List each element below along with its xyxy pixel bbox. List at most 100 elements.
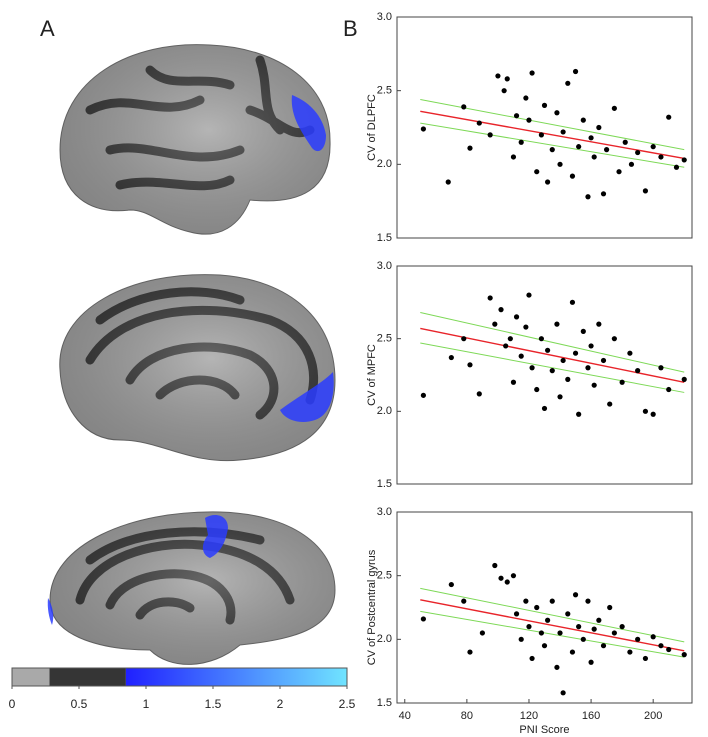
point: [523, 598, 529, 604]
point: [616, 169, 622, 175]
point: [461, 598, 467, 604]
point: [518, 636, 524, 642]
point: [627, 350, 633, 356]
point: [681, 376, 687, 382]
point: [534, 604, 540, 611]
point: [513, 611, 520, 617]
colorbar-tick-label: 0: [9, 697, 16, 711]
point: [461, 336, 467, 342]
point: [569, 173, 576, 179]
point: [666, 646, 672, 653]
point: [600, 191, 607, 197]
point: [627, 649, 633, 655]
point: [529, 70, 535, 76]
point: [596, 321, 602, 327]
x-tick-label: 160: [582, 710, 600, 722]
point: [611, 336, 617, 342]
point: [681, 652, 687, 658]
point: [487, 132, 493, 138]
point: [650, 411, 656, 417]
point: [569, 299, 576, 305]
point: [557, 161, 563, 167]
point: [619, 379, 625, 385]
fit-line: [420, 327, 685, 383]
point: [513, 113, 520, 119]
point: [666, 386, 672, 393]
colorbar-tick-label: 2: [277, 697, 284, 711]
point: [503, 343, 509, 349]
y-tick-label: 3.0: [377, 506, 392, 518]
point: [526, 624, 532, 630]
point: [635, 636, 641, 642]
point: [479, 630, 485, 636]
panel-label: B: [343, 16, 358, 41]
point: [591, 626, 597, 632]
point: [529, 655, 535, 662]
point: [622, 139, 628, 145]
confidence-line: [420, 122, 685, 168]
confidence-line: [420, 342, 685, 393]
point: [507, 336, 513, 342]
point: [666, 114, 672, 120]
point: [549, 147, 555, 153]
plot-frame: [396, 265, 693, 485]
point: [635, 149, 641, 156]
point: [498, 307, 504, 313]
point: [526, 117, 532, 123]
point: [596, 617, 602, 623]
colorbar-tick-label: 1: [143, 697, 150, 711]
point: [560, 690, 566, 696]
point: [545, 347, 551, 353]
point: [504, 579, 510, 585]
fit-line: [420, 599, 685, 652]
colorbar-segment: [125, 668, 348, 686]
point: [580, 328, 586, 334]
point: [448, 354, 454, 361]
point: [420, 392, 426, 398]
brain-lateral: [59, 44, 331, 235]
point: [495, 73, 501, 79]
point: [534, 169, 540, 175]
point: [510, 154, 517, 160]
colorbar-tick-label: 0.5: [71, 697, 88, 711]
y-tick-label: 1.5: [377, 478, 392, 490]
point: [642, 188, 649, 194]
point: [576, 624, 582, 630]
point: [526, 292, 532, 298]
y-tick-label: 2.0: [377, 158, 392, 170]
point: [538, 630, 544, 636]
panel-label: A: [40, 16, 55, 41]
point: [591, 382, 597, 388]
point: [538, 336, 544, 342]
point: [518, 139, 524, 145]
point: [445, 179, 451, 185]
y-tick-label: 2.0: [377, 405, 392, 417]
point: [607, 604, 613, 611]
point: [565, 611, 571, 617]
point: [523, 324, 529, 330]
point: [498, 575, 504, 581]
point: [541, 405, 548, 412]
x-tick-label: 80: [461, 710, 473, 722]
point: [461, 104, 467, 110]
point: [628, 161, 635, 167]
point: [585, 598, 591, 604]
point: [545, 617, 551, 623]
x-tick-label: 200: [644, 710, 662, 722]
point: [420, 126, 426, 132]
point: [467, 145, 473, 151]
point: [658, 154, 664, 160]
point: [642, 655, 649, 662]
point: [467, 649, 473, 655]
plot-frame: [396, 16, 693, 239]
point: [611, 630, 617, 636]
y-tick-label: 1.5: [377, 697, 392, 709]
point: [585, 365, 591, 371]
point: [510, 573, 517, 579]
colorbar-frame: [11, 667, 348, 687]
point: [476, 120, 482, 126]
y-tick-label: 2.5: [377, 333, 392, 345]
point: [541, 102, 548, 108]
point: [513, 314, 520, 320]
confidence-line: [420, 587, 685, 643]
